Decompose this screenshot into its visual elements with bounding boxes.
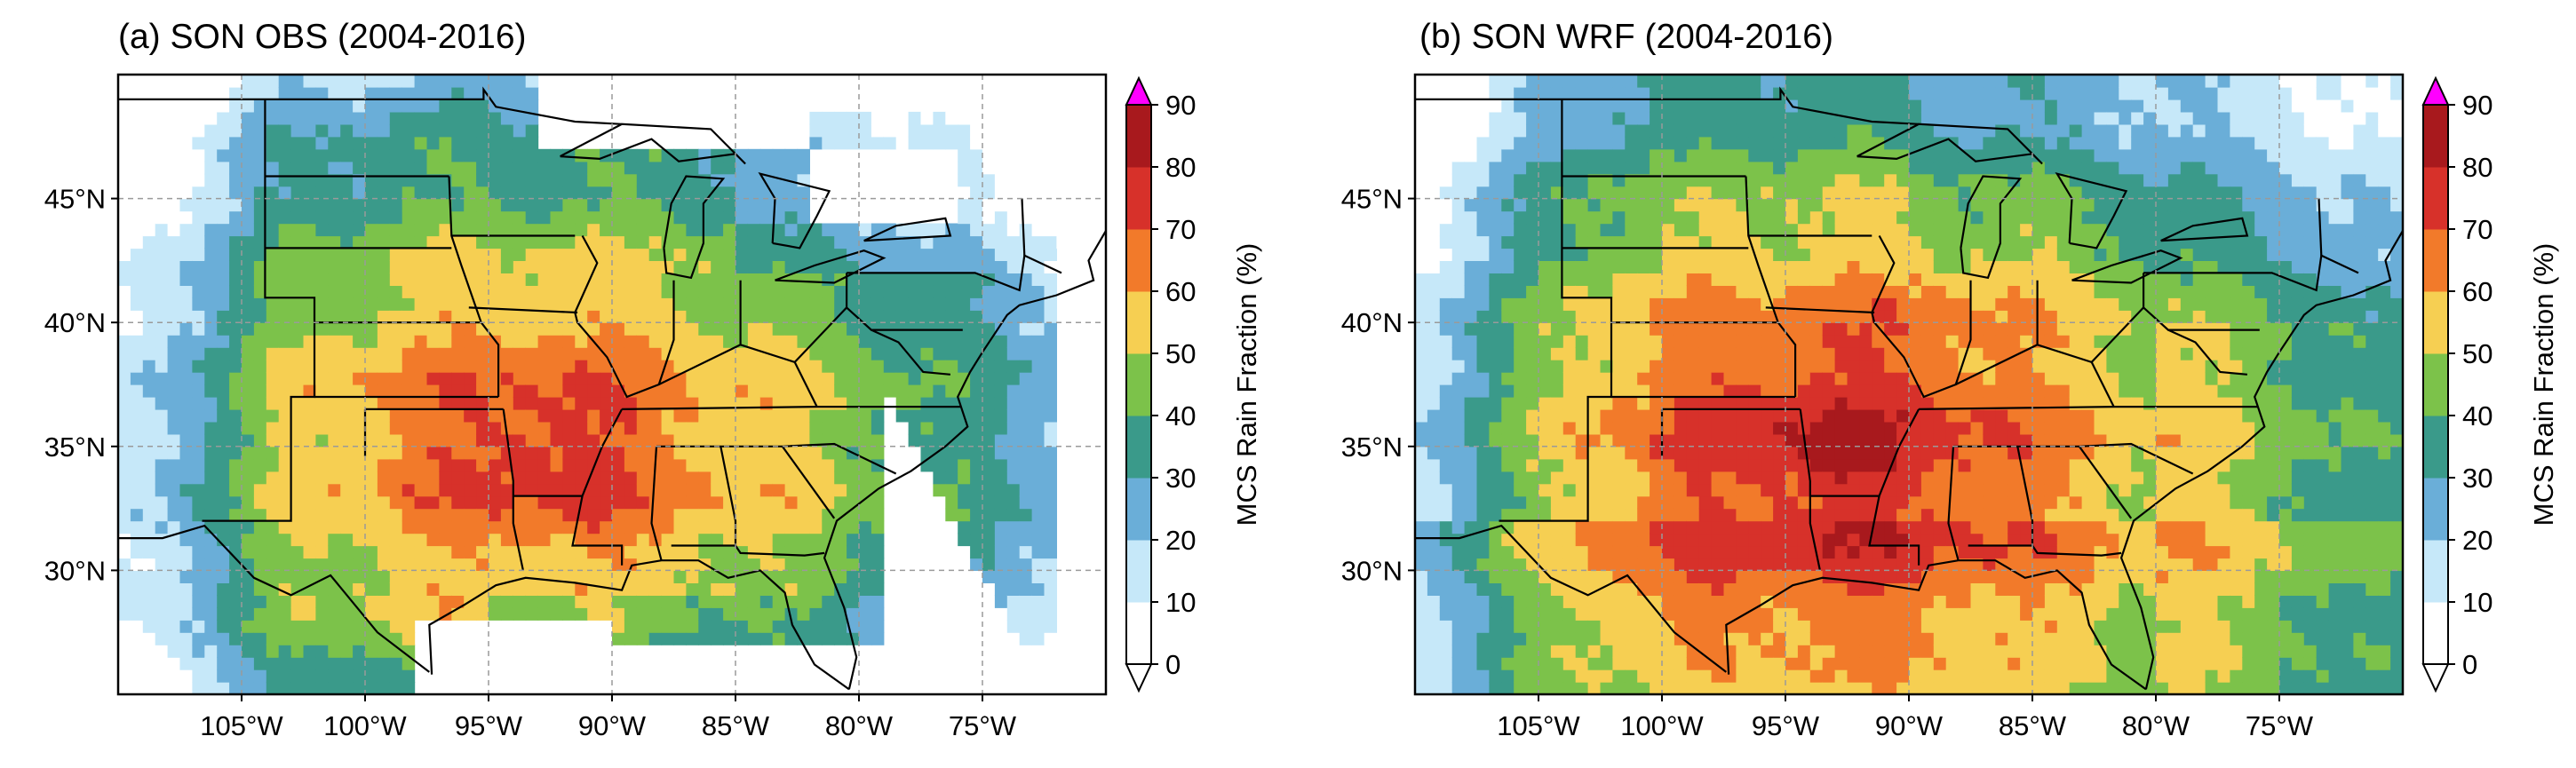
- lon-tick-label: 85°W: [1999, 710, 2067, 741]
- colorbar-title: MCS Rain Fraction (%): [1231, 243, 1262, 527]
- colorbar-extend-max: [2421, 75, 2450, 106]
- rain-fraction-field: [118, 75, 1106, 694]
- colorbar-tick-label: 60: [2462, 276, 2493, 307]
- lat-tick-label: 40°N: [1341, 307, 1403, 338]
- colorbar: 0 10 20 30 40 50 60 70 80 90 MCS Rain Fraction (%): [1125, 75, 1262, 693]
- colorbar-tick-label: 0: [2462, 649, 2477, 680]
- colorbar-segment: [2423, 478, 2448, 541]
- lon-tick-label: 105°W: [1497, 710, 1580, 741]
- lon-tick-label: 105°W: [200, 710, 283, 741]
- colorbar-tick-label: 60: [1165, 276, 1196, 307]
- lon-tick-label: 80°W: [2122, 710, 2190, 741]
- map-obs: 105°W 100°W 95°W 90°W 85°W 80°W 75°W 30°N 35°N 40…: [44, 73, 1262, 741]
- lon-tick-label: 90°W: [578, 710, 647, 741]
- colorbar-segment: [2423, 167, 2448, 230]
- colorbar-segment: [1126, 105, 1151, 168]
- lat-tick-label: 45°N: [44, 184, 106, 215]
- lon-tick-label: 85°W: [702, 710, 770, 741]
- colorbar-tick-label: 90: [1165, 90, 1196, 121]
- colorbar-segment: [1126, 167, 1151, 230]
- colorbar-segment: [2423, 540, 2448, 603]
- colorbar-segment: [2423, 105, 2448, 168]
- gridlines: [1415, 75, 2403, 694]
- colorbar-tick-label: 50: [2462, 338, 2493, 369]
- lat-tick-label: 45°N: [1341, 184, 1403, 215]
- lat-tick-label: 30°N: [44, 555, 106, 586]
- lon-tick-label: 95°W: [1752, 710, 1820, 741]
- colorbar-tick-label: 80: [2462, 152, 2493, 183]
- rain-fraction-field: [1415, 75, 2403, 694]
- colorbar-tick-label: 20: [1165, 525, 1196, 556]
- colorbar-tick-label: 40: [2462, 400, 2493, 432]
- gridlines: [118, 75, 1106, 694]
- lon-tick-label: 100°W: [323, 710, 407, 741]
- colorbar-extend-max: [1125, 75, 1153, 106]
- colorbar-tick-label: 0: [1165, 649, 1181, 680]
- colorbar-tick-label: 90: [2462, 90, 2493, 121]
- colorbar-tick-label: 70: [2462, 214, 2493, 245]
- colorbar-tick-label: 10: [2462, 587, 2493, 618]
- colorbar-segment: [1126, 353, 1151, 416]
- colorbar-tick-label: 40: [1165, 400, 1196, 432]
- lon-tick-label: 80°W: [825, 710, 894, 741]
- colorbar-tick-label: 80: [1165, 152, 1196, 183]
- lon-tick-label: 95°W: [455, 710, 523, 741]
- colorbar-tick-label: 50: [1165, 338, 1196, 369]
- colorbar-segment: [1126, 416, 1151, 479]
- colorbar-tick-label: 30: [2462, 463, 2493, 494]
- colorbar-tick-label: 20: [2462, 525, 2493, 556]
- colorbar-segment: [2423, 416, 2448, 479]
- colorbar-segment: [2423, 291, 2448, 354]
- panel-title-obs: (a) SON OBS (2004-2016): [118, 18, 527, 56]
- colorbar-tick-label: 10: [1165, 587, 1196, 618]
- lat-tick-label: 35°N: [1341, 432, 1403, 463]
- colorbar-tick-label: 70: [1165, 214, 1196, 245]
- lat-tick-label: 35°N: [44, 432, 106, 463]
- colorbar-segment: [1126, 478, 1151, 541]
- lon-tick-label: 75°W: [2246, 710, 2314, 741]
- colorbar-title: MCS Rain Fraction (%): [2528, 243, 2559, 527]
- colorbar-segment: [1126, 229, 1151, 292]
- panel-obs: (a) SON OBS (2004-2016) 105°W 100°W 95°W 90…: [44, 18, 1262, 741]
- colorbar-segment: [2423, 602, 2448, 665]
- colorbar-tick-label: 30: [1165, 463, 1196, 494]
- lon-tick-label: 75°W: [949, 710, 1017, 741]
- panel-title-wrf: (b) SON WRF (2004-2016): [1419, 18, 1833, 56]
- lat-tick-label: 40°N: [44, 307, 106, 338]
- map-wrf: 105°W 100°W 95°W 90°W 85°W 80°W 75°W 30°N 35°N 40…: [1341, 73, 2559, 741]
- lon-tick-label: 90°W: [1875, 710, 1944, 741]
- lon-tick-label: 100°W: [1620, 710, 1704, 741]
- colorbar-segment: [1126, 602, 1151, 665]
- colorbar-segment: [2423, 229, 2448, 292]
- colorbar-extend-min: [2421, 663, 2450, 693]
- colorbar-extend-min: [1125, 663, 1153, 693]
- state-borders: [118, 86, 1106, 691]
- colorbar-segment: [1126, 540, 1151, 603]
- colorbar: 0 10 20 30 40 50 60 70 80 90 MCS Rain Fraction (%): [2421, 75, 2559, 693]
- colorbar-segment: [2423, 353, 2448, 416]
- colorbar-segment: [1126, 291, 1151, 354]
- panel-wrf: (b) SON WRF (2004-2016) 105°W 100°W 95°W 90…: [1297, 0, 2576, 768]
- state-borders: [1415, 86, 2403, 691]
- lat-tick-label: 30°N: [1341, 555, 1403, 586]
